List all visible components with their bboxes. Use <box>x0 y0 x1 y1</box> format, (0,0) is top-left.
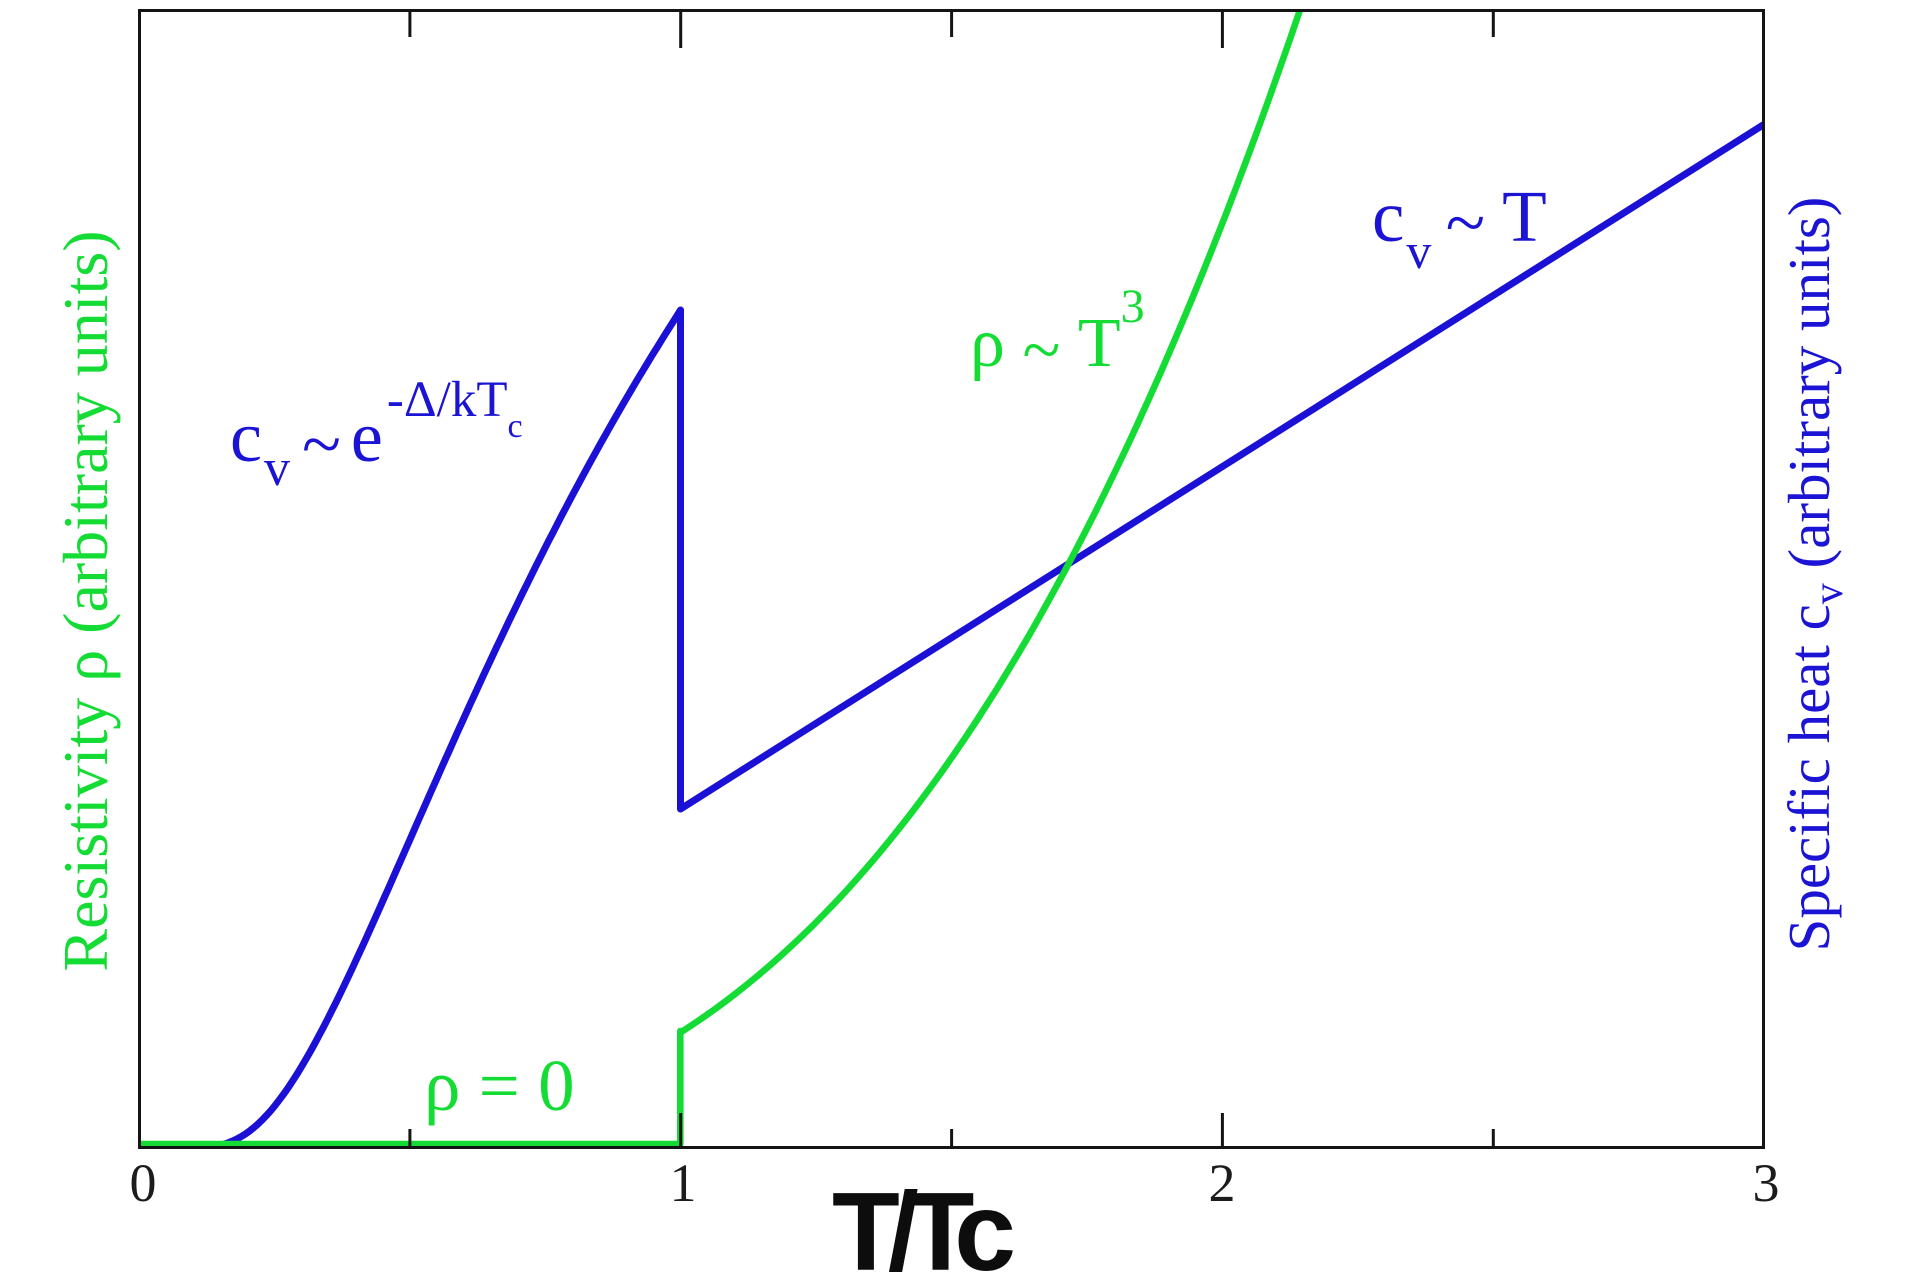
svg-text:2: 2 <box>1209 1153 1236 1213</box>
svg-text:cv ~ T: cv ~ T <box>1372 176 1547 279</box>
svg-text:1: 1 <box>670 1153 697 1213</box>
svg-text:3: 3 <box>1753 1153 1780 1213</box>
svg-text:Resistivity ρ (arbitrary units: Resistivity ρ (arbitrary units) <box>50 230 121 971</box>
svg-text:T/Tc: T/Tc <box>832 1170 1013 1280</box>
svg-text:ρ = 0: ρ = 0 <box>424 1045 575 1126</box>
svg-text:Specific heat cv (arbitrary un: Specific heat cv (arbitrary units) <box>1776 197 1852 952</box>
svg-text:0: 0 <box>130 1153 157 1213</box>
